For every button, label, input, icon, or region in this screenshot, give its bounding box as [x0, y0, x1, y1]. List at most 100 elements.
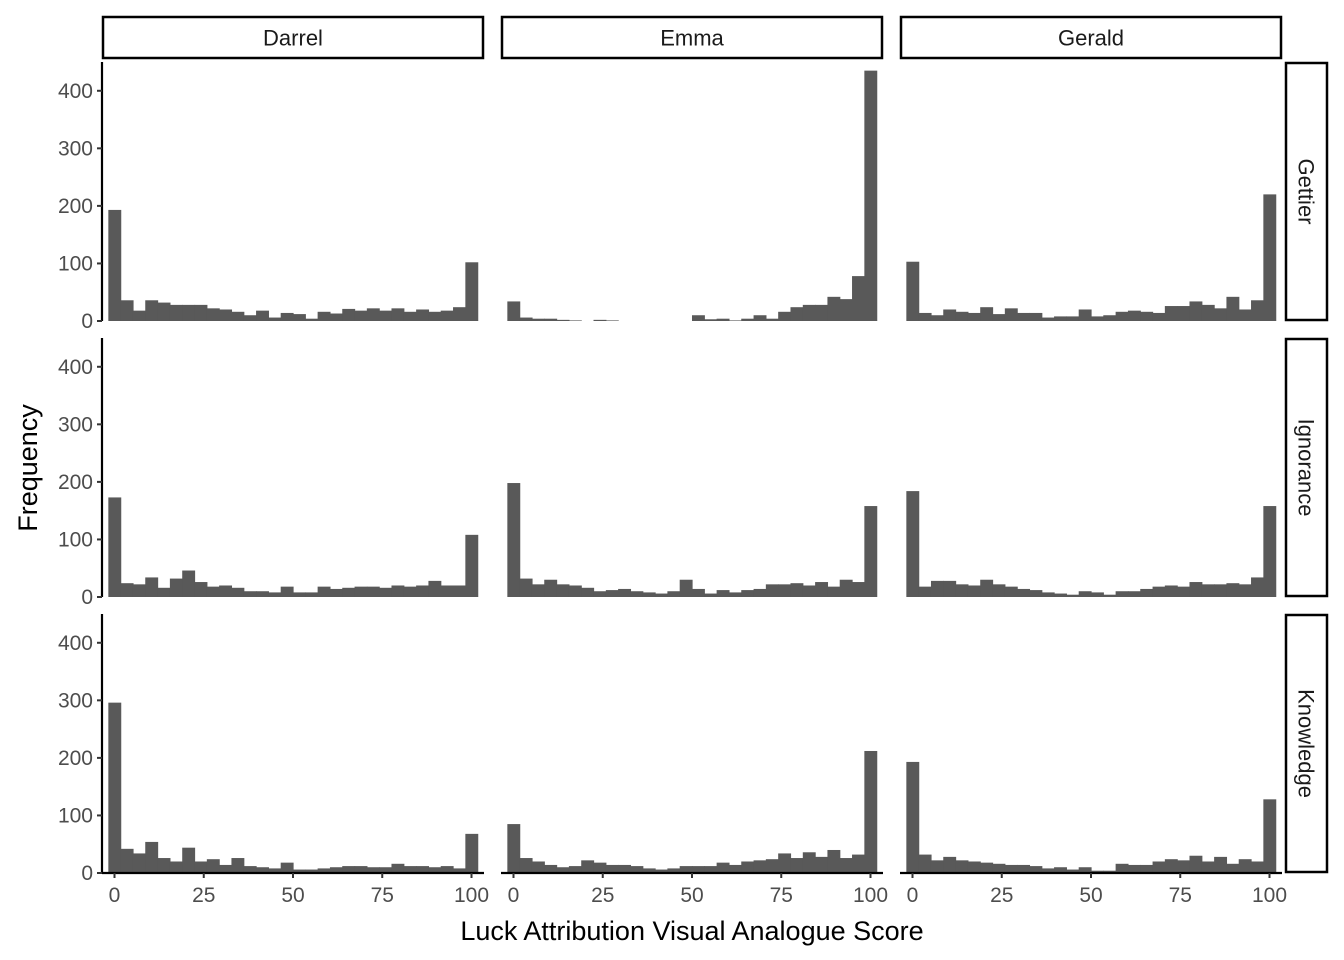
histogram-bar: [704, 866, 718, 873]
histogram-bar: [157, 302, 171, 321]
histogram-bar: [342, 587, 356, 597]
histogram-bar: [1201, 304, 1215, 321]
histogram-bar: [268, 317, 282, 321]
x-tick-label: 75: [770, 884, 793, 907]
histogram-bar: [1004, 586, 1018, 597]
histogram-bar: [354, 586, 368, 597]
histogram-bar: [268, 868, 282, 873]
histogram-bar: [1226, 863, 1240, 873]
histogram-bar: [667, 868, 681, 873]
x-tick-label: 0: [508, 884, 520, 907]
histogram-bar: [440, 585, 454, 597]
histogram-bar: [1029, 866, 1043, 873]
histogram-bar: [194, 861, 208, 873]
histogram-bar: [1214, 308, 1228, 321]
x-tick-label: 100: [454, 884, 489, 907]
histogram-bar: [465, 534, 479, 597]
histogram-bar: [531, 584, 545, 597]
histogram-bar: [1127, 591, 1141, 597]
histogram-bar: [292, 869, 306, 873]
histogram-bar: [403, 866, 417, 873]
histogram-bar: [839, 299, 853, 321]
histogram-bar: [918, 854, 932, 873]
x-tick-label: 25: [192, 884, 215, 907]
histogram-bar: [1090, 870, 1104, 873]
histogram-bar: [716, 862, 730, 873]
histogram-bar: [1152, 312, 1166, 321]
histogram-bar: [802, 852, 816, 873]
histogram-bar: [465, 833, 479, 873]
y-axis-title: Frequency: [13, 404, 43, 532]
histogram-bar: [108, 702, 122, 873]
histogram-bar: [906, 491, 920, 597]
histogram-bar: [120, 583, 134, 597]
histogram-bar: [1177, 860, 1191, 873]
histogram-bar: [391, 585, 405, 597]
histogram-bar: [120, 848, 134, 873]
histogram-bar: [108, 497, 122, 597]
histogram-bar: [1214, 584, 1228, 597]
histogram-bar: [605, 864, 619, 873]
histogram-bar: [655, 593, 668, 597]
y-tick-label: 0: [81, 310, 93, 333]
row-strips: Gettier Ignorance Knowledge: [1284, 61, 1329, 874]
histogram-bar: [691, 866, 705, 873]
histogram-bar: [1140, 588, 1154, 597]
histogram-bar: [1103, 315, 1117, 321]
histogram-bar: [391, 308, 405, 321]
y-tick-label: 300: [58, 413, 93, 436]
histogram-bar: [354, 866, 368, 873]
histogram-bar: [967, 312, 981, 321]
histogram-bar: [716, 318, 730, 321]
histogram-bar: [342, 308, 356, 321]
histogram-bar: [1017, 588, 1031, 597]
histogram-bar: [630, 591, 644, 597]
histogram-bar: [918, 586, 932, 597]
histogram-bar: [593, 591, 607, 597]
histogram-bar: [930, 580, 944, 597]
histogram-bar: [182, 570, 196, 597]
histogram-bar: [556, 867, 570, 873]
histogram-bar: [1115, 591, 1129, 597]
x-tick-label: 100: [1252, 884, 1287, 907]
histogram-bar: [157, 587, 171, 597]
histogram-bar: [753, 315, 767, 321]
histogram-bar: [630, 866, 644, 873]
histogram-bar: [329, 867, 343, 873]
y-tick-label: 200: [58, 471, 93, 494]
histogram-bar: [980, 307, 994, 321]
histogram-bar: [679, 579, 693, 597]
histogram-bar: [544, 579, 558, 597]
panel-gerald-knowledge: [906, 761, 1277, 873]
histogram-bar: [753, 588, 767, 597]
histogram-bar: [453, 585, 466, 597]
histogram-bar: [765, 584, 779, 597]
column-strip-box: [500, 15, 884, 60]
histogram-bar: [852, 276, 865, 321]
histogram-bar: [1164, 585, 1178, 597]
histogram-bar: [268, 592, 282, 597]
histogram-bar: [519, 317, 533, 321]
histogram-bar: [366, 308, 380, 321]
x-tick-label: 25: [990, 884, 1013, 907]
y-tick-label: 400: [58, 356, 93, 379]
histogram-bar: [815, 856, 829, 873]
histogram-bar: [354, 310, 368, 321]
x-tick-label: 0: [109, 884, 121, 907]
histogram-bar: [1238, 859, 1252, 873]
histogram-bar: [691, 315, 705, 321]
histogram-bar: [379, 587, 393, 597]
histogram-bar: [453, 868, 466, 873]
histogram-bar: [741, 861, 755, 873]
histogram-bar: [827, 296, 841, 321]
histogram-bar: [839, 858, 853, 873]
histogram-bar: [544, 864, 558, 873]
histogram-bar: [967, 861, 981, 873]
histogram-bar: [827, 849, 841, 873]
histogram-bar: [790, 858, 804, 873]
histogram-bar: [992, 584, 1006, 597]
histogram-bar: [815, 304, 829, 321]
histogram-bar: [1189, 855, 1203, 873]
histogram-bar: [815, 582, 829, 597]
